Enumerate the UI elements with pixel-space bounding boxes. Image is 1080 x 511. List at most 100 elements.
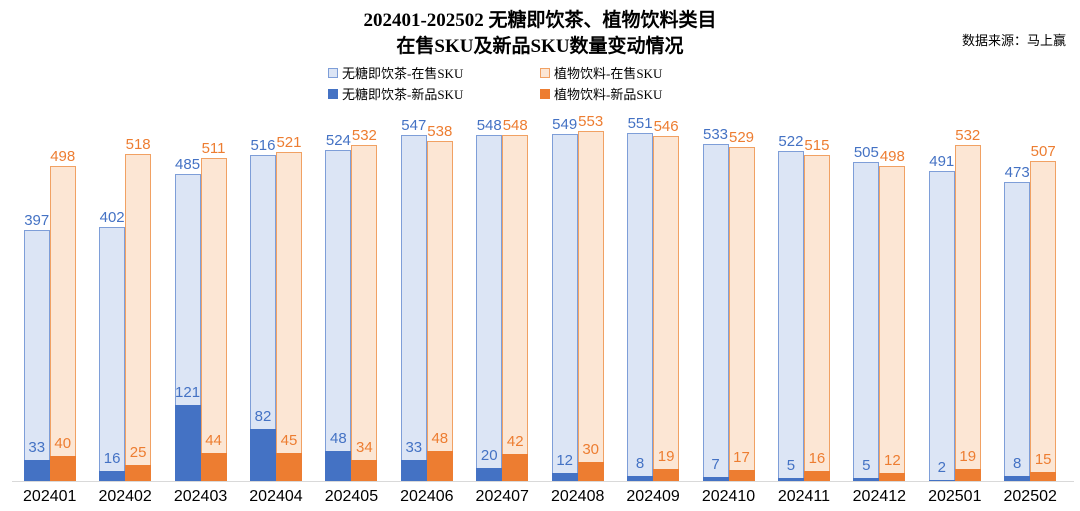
- bar-plant-new: [275, 452, 302, 481]
- value-label-plant-onsale: 538: [427, 122, 453, 140]
- bar-plant-onsale: 521 45: [275, 134, 302, 481]
- bar-plant-new: [200, 453, 227, 481]
- bar-tea-onsale: 402 16: [99, 209, 126, 481]
- legend: 无糖即饮茶-在售SKU 植物饮料-在售SKU 无糖即饮茶-新品SKU 植物饮料-…: [0, 63, 1080, 103]
- bar-tea-new: [853, 477, 880, 481]
- value-label-plant-onsale: 548: [502, 116, 528, 134]
- value-label-plant-onsale: 515: [804, 137, 830, 155]
- bar-plant-new: [1030, 471, 1057, 481]
- bar-plant-new: [502, 454, 529, 481]
- bar-tea-onsale: 524 48: [325, 132, 352, 481]
- bar-group-202502: 473 8 507 15: [992, 127, 1067, 481]
- value-label-tea-onsale: 533: [702, 126, 729, 144]
- x-axis-label: 202405: [324, 488, 379, 505]
- x-axis-label: 202408: [550, 488, 605, 505]
- value-label-plant-onsale: 507: [1030, 142, 1056, 160]
- bar-tea-onsale: 533 7: [702, 127, 729, 481]
- value-label-plant-onsale: 498: [879, 148, 905, 166]
- legend-item-plant-onsale: 植物饮料-在售SKU: [540, 63, 752, 82]
- value-label-tea-onsale: 397: [24, 212, 50, 229]
- legend-item-plant-new: 植物饮料-新品SKU: [540, 84, 752, 103]
- value-label-plant-onsale: 546: [653, 117, 679, 135]
- x-axis-line: [12, 481, 1074, 482]
- bar-plant-onsale: 511 44: [200, 141, 227, 481]
- value-label-plant-new: 42: [506, 433, 524, 451]
- bar-plant-onsale: 529 17: [728, 129, 755, 481]
- legend-swatch-solid-blue-icon: [328, 88, 338, 99]
- value-label-tea-onsale: 505: [853, 143, 879, 161]
- chart-header: 202401-202502 无糖即饮茶、植物饮料类目 在售SKU及新品SKU数量…: [0, 8, 1080, 103]
- bar-plant-onsale: 532 34: [351, 127, 378, 481]
- x-axis-label: 202403: [173, 488, 228, 505]
- bar-tea-new: [777, 477, 804, 481]
- value-label-tea-new: 16: [103, 449, 121, 467]
- x-axis-label: 202410: [701, 488, 756, 505]
- x-axis-label: 202402: [98, 488, 152, 505]
- value-label-plant-onsale: 511: [201, 140, 226, 157]
- bar-plant-onsale: 553 30: [577, 114, 604, 481]
- bar-tea-new: [174, 404, 201, 481]
- bar-plant-new: [426, 450, 453, 481]
- bar-group-202401: 397 33 498 40: [12, 127, 87, 481]
- bar-tea-onsale: 473 8: [1004, 165, 1031, 481]
- value-label-plant-new: 19: [657, 448, 675, 465]
- value-label-tea-new: 33: [28, 439, 46, 457]
- value-label-tea-onsale: 524: [325, 131, 351, 149]
- bar-plant-new: [49, 455, 76, 481]
- bar-tea-new: [23, 460, 50, 481]
- value-label-tea-onsale: 547: [401, 117, 427, 135]
- legend-label: 无糖即饮茶-新品SKU: [342, 87, 464, 102]
- legend-swatch-light-blue-icon: [328, 67, 338, 78]
- value-label-tea-onsale: 516: [250, 136, 276, 154]
- value-label-plant-new: 16: [808, 449, 826, 467]
- value-label-plant-onsale: 532: [955, 126, 981, 144]
- bar-tea-new: [627, 475, 654, 481]
- bar-tea-onsale: 522 5: [777, 134, 804, 481]
- bar-group-202404: 516 82 521 45: [238, 127, 313, 481]
- value-label-plant-onsale: 521: [276, 133, 302, 151]
- x-axis-label: 202409: [626, 488, 680, 505]
- value-label-plant-onsale: 518: [125, 135, 151, 153]
- legend-swatch-solid-orange-icon: [540, 88, 550, 99]
- value-label-plant-new: 45: [280, 431, 298, 449]
- bar-plant-onsale: 546 19: [653, 118, 680, 481]
- bar-tea-new: [400, 460, 427, 481]
- value-label-tea-new: 5: [862, 456, 871, 474]
- bar-tea-new: [476, 468, 503, 481]
- value-label-tea-new: 82: [254, 408, 272, 426]
- bar-group-202407: 548 20 548 42: [465, 117, 540, 481]
- chart-title-line2: 在售SKU及新品SKU数量变动情况: [396, 36, 684, 57]
- bar-plant-new: [653, 469, 680, 481]
- bar-plant-onsale: 498 12: [879, 149, 906, 481]
- value-label-plant-onsale: 553: [578, 113, 604, 131]
- x-axis-labels: 202401 202402 202403 202404 202405 202406 2024…: [12, 488, 1068, 506]
- bar-tea-new: [249, 429, 276, 481]
- bar-plant-onsale: 538 48: [426, 123, 453, 481]
- plot-area: 397 33 498 40 402 16 518 25 485 121 511 44 516 82 521 4…: [12, 114, 1068, 481]
- x-axis-label: 202412: [852, 488, 907, 505]
- value-label-tea-onsale: 473: [1004, 164, 1030, 181]
- x-axis-label: 202406: [400, 488, 454, 505]
- value-label-plant-new: 44: [205, 432, 222, 450]
- value-label-tea-onsale: 402: [99, 208, 125, 226]
- bar-tea-onsale: 485 121: [174, 157, 201, 481]
- value-label-tea-onsale: 522: [778, 133, 804, 150]
- legend-item-tea-onsale: 无糖即饮茶-在售SKU: [328, 63, 540, 82]
- bar-plant-new: [728, 470, 755, 481]
- bar-group-202412: 505 5 498 12: [842, 127, 917, 481]
- bar-tea-onsale: 491 2: [928, 153, 955, 481]
- bar-tea-new: [1004, 475, 1031, 481]
- value-label-tea-new: 2: [937, 458, 946, 476]
- bar-plant-onsale: 532 19: [954, 127, 981, 481]
- bar-group-202403: 485 121 511 44: [163, 127, 238, 481]
- bar-group-202402: 402 16 518 25: [87, 127, 162, 481]
- bar-plant-onsale: 498 40: [49, 149, 76, 481]
- value-label-tea-new: 33: [405, 439, 423, 457]
- bar-tea-new: [325, 450, 352, 481]
- legend-label: 无糖即饮茶-在售SKU: [342, 66, 464, 81]
- x-axis-label: 202411: [777, 488, 831, 505]
- bar-group-202410: 533 7 529 17: [691, 127, 766, 481]
- x-axis-label: 202502: [1003, 488, 1057, 505]
- bar-group-202411: 522 5 515 16: [766, 127, 841, 481]
- bar-tea-new: [928, 479, 955, 481]
